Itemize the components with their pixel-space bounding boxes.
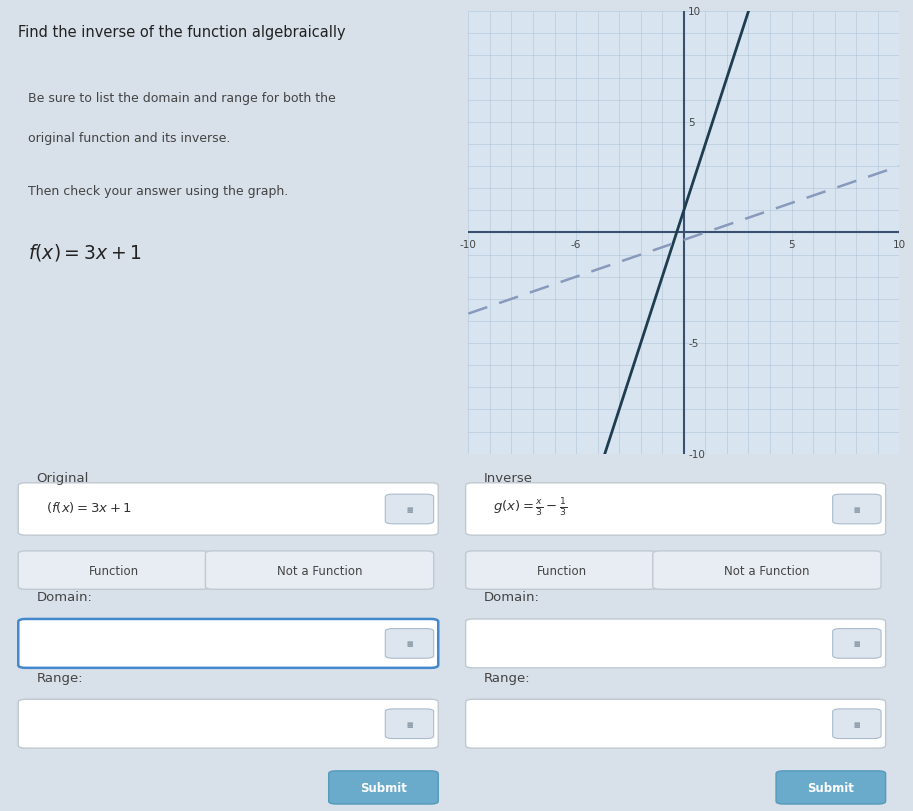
Text: -6: -6 <box>571 240 582 250</box>
FancyBboxPatch shape <box>833 495 881 524</box>
Text: -5: -5 <box>688 339 698 349</box>
FancyBboxPatch shape <box>18 699 438 749</box>
FancyBboxPatch shape <box>18 551 210 590</box>
Text: Domain:: Domain: <box>484 590 540 603</box>
Text: Original: Original <box>37 471 89 484</box>
Text: Range:: Range: <box>37 671 83 684</box>
Text: $(f(x) = 3x + 1$: $(f(x) = 3x + 1$ <box>46 500 131 514</box>
Text: Be sure to list the domain and range for both the: Be sure to list the domain and range for… <box>27 92 335 105</box>
Text: Find the inverse of the function algebraically: Find the inverse of the function algebra… <box>18 25 346 41</box>
FancyBboxPatch shape <box>18 620 438 668</box>
Text: 5: 5 <box>688 118 695 127</box>
Text: Submit: Submit <box>807 781 855 794</box>
FancyBboxPatch shape <box>466 699 886 749</box>
Text: Not a Function: Not a Function <box>277 564 362 577</box>
FancyBboxPatch shape <box>466 551 657 590</box>
Text: 5: 5 <box>788 240 795 250</box>
Text: original function and its inverse.: original function and its inverse. <box>27 131 230 144</box>
Text: Range:: Range: <box>484 671 530 684</box>
Text: ▦: ▦ <box>406 641 413 646</box>
Text: ▦: ▦ <box>406 506 413 513</box>
Text: Inverse: Inverse <box>484 471 533 484</box>
Text: ▦: ▦ <box>854 641 860 646</box>
Text: -10: -10 <box>688 449 705 459</box>
Text: ▦: ▦ <box>406 721 413 727</box>
FancyBboxPatch shape <box>776 771 886 804</box>
FancyBboxPatch shape <box>329 771 438 804</box>
FancyBboxPatch shape <box>385 709 434 739</box>
Text: Function: Function <box>537 564 586 577</box>
FancyBboxPatch shape <box>833 709 881 739</box>
Text: Domain:: Domain: <box>37 590 92 603</box>
FancyBboxPatch shape <box>385 495 434 524</box>
FancyBboxPatch shape <box>466 483 886 535</box>
Text: Not a Function: Not a Function <box>724 564 810 577</box>
FancyBboxPatch shape <box>205 551 434 590</box>
Text: ▦: ▦ <box>854 506 860 513</box>
Text: 10: 10 <box>893 240 906 250</box>
Text: Submit: Submit <box>360 781 407 794</box>
FancyBboxPatch shape <box>833 629 881 659</box>
Text: Function: Function <box>89 564 139 577</box>
FancyBboxPatch shape <box>18 483 438 535</box>
Text: $g(x) = \frac{x}{3} - \frac{1}{3}$: $g(x) = \frac{x}{3} - \frac{1}{3}$ <box>493 496 568 518</box>
Text: $f(x) = 3x + 1$: $f(x) = 3x + 1$ <box>27 242 142 263</box>
FancyBboxPatch shape <box>653 551 881 590</box>
FancyBboxPatch shape <box>466 620 886 668</box>
Text: ▦: ▦ <box>854 721 860 727</box>
FancyBboxPatch shape <box>385 629 434 659</box>
Text: 10: 10 <box>688 7 701 17</box>
Text: -10: -10 <box>460 240 477 250</box>
Text: Then check your answer using the graph.: Then check your answer using the graph. <box>27 185 288 198</box>
